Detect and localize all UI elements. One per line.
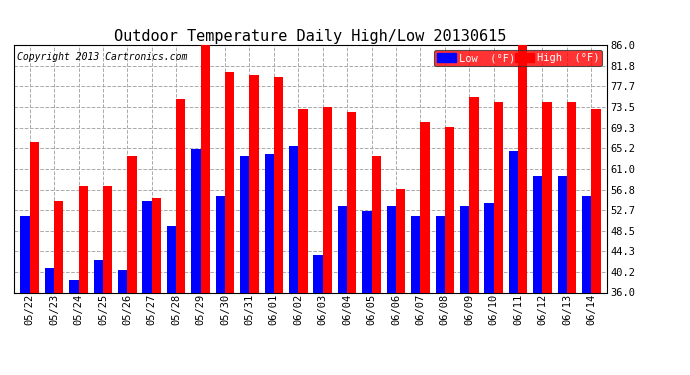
Bar: [347, 112, 357, 292]
Bar: [201, 45, 210, 292]
Bar: [191, 149, 201, 292]
Bar: [386, 206, 396, 292]
Bar: [567, 102, 576, 292]
Bar: [484, 203, 493, 292]
Bar: [45, 268, 54, 292]
Bar: [69, 280, 79, 292]
Bar: [542, 102, 552, 292]
Text: Copyright 2013 Cartronics.com: Copyright 2013 Cartronics.com: [17, 53, 187, 62]
Bar: [558, 176, 567, 292]
Bar: [216, 196, 225, 292]
Bar: [493, 102, 503, 292]
Bar: [362, 211, 371, 292]
Bar: [435, 216, 445, 292]
Bar: [518, 45, 527, 292]
Bar: [21, 216, 30, 292]
Bar: [460, 206, 469, 292]
Bar: [118, 270, 128, 292]
Bar: [264, 154, 274, 292]
Bar: [313, 255, 323, 292]
Bar: [371, 156, 381, 292]
Bar: [582, 196, 591, 292]
Bar: [225, 72, 235, 292]
Bar: [54, 201, 63, 292]
Bar: [167, 226, 176, 292]
Bar: [289, 147, 298, 292]
Bar: [274, 77, 283, 292]
Legend: Low  (°F), High  (°F): Low (°F), High (°F): [434, 50, 602, 66]
Bar: [250, 75, 259, 292]
Bar: [533, 176, 542, 292]
Bar: [152, 198, 161, 292]
Bar: [94, 260, 103, 292]
Bar: [240, 156, 250, 292]
Bar: [469, 97, 478, 292]
Bar: [591, 110, 600, 292]
Title: Outdoor Temperature Daily High/Low 20130615: Outdoor Temperature Daily High/Low 20130…: [115, 29, 506, 44]
Bar: [79, 186, 88, 292]
Bar: [420, 122, 430, 292]
Bar: [396, 189, 405, 292]
Bar: [128, 156, 137, 292]
Bar: [509, 152, 518, 292]
Bar: [323, 107, 332, 292]
Bar: [176, 99, 186, 292]
Bar: [338, 206, 347, 292]
Bar: [30, 141, 39, 292]
Bar: [445, 127, 454, 292]
Bar: [143, 201, 152, 292]
Bar: [411, 216, 420, 292]
Bar: [298, 110, 308, 292]
Bar: [103, 186, 112, 292]
